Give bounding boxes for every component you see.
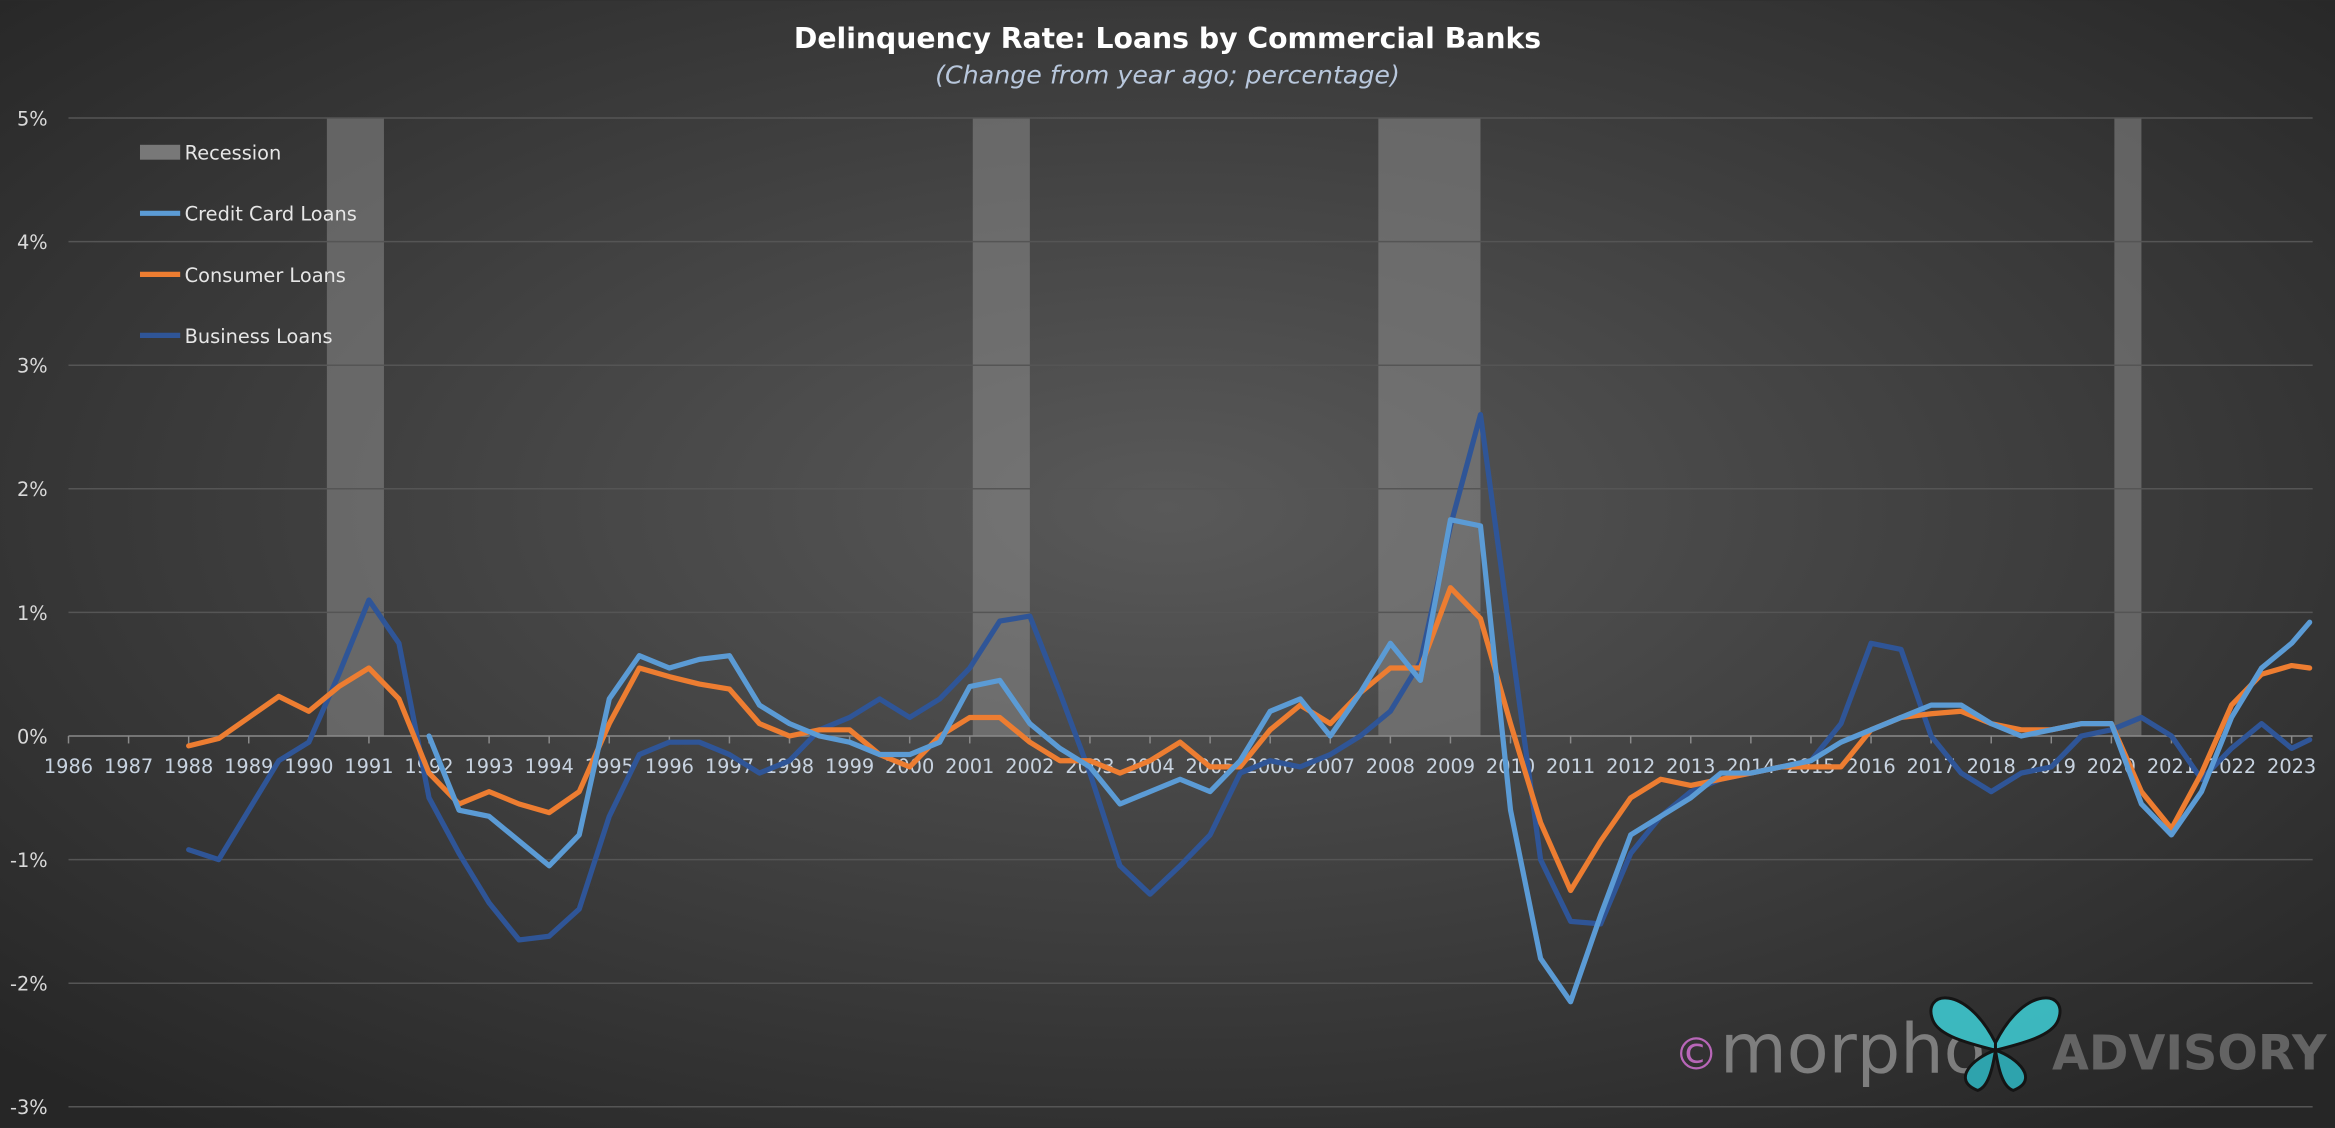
y-tick-label: 0% bbox=[17, 725, 48, 748]
legend-label: Credit Card Loans bbox=[185, 203, 357, 226]
butterfly bbox=[1929, 996, 2062, 1092]
series-line bbox=[186, 585, 2313, 894]
x-tick-label: 1996 bbox=[645, 755, 694, 778]
x-tick-label: 2009 bbox=[1426, 755, 1475, 778]
recession-band bbox=[972, 117, 1030, 736]
watermark-word: ADVISORY bbox=[2052, 1027, 2327, 1082]
x-tick-label: 2016 bbox=[1846, 755, 1895, 778]
x-tick-label: 1989 bbox=[224, 755, 273, 778]
x-tick-label: 2012 bbox=[1606, 755, 1655, 778]
y-tick-label: -1% bbox=[10, 849, 48, 872]
y-tick-label: 1% bbox=[17, 602, 48, 625]
chart-title: Delinquency Rate: Loans by Commercial Ba… bbox=[794, 22, 1541, 55]
x-tick-label: 1987 bbox=[104, 755, 153, 778]
x-tick-label: 2021 bbox=[2147, 755, 2196, 778]
watermark-symbol: © bbox=[1674, 1029, 1719, 1081]
y-tick-label: 2% bbox=[17, 478, 48, 501]
y-tick-label: 4% bbox=[17, 231, 48, 254]
x-tick-label: 2004 bbox=[1125, 755, 1174, 778]
x-tick-label: 2002 bbox=[1005, 755, 1054, 778]
x-tick-label: 2018 bbox=[1967, 755, 2016, 778]
chart-subtitle: (Change from year ago; percentage) bbox=[935, 61, 1400, 90]
x-tick-label: 1999 bbox=[825, 755, 874, 778]
x-tick-label: 1991 bbox=[344, 755, 393, 778]
series-line bbox=[186, 412, 2313, 943]
x-tick-label: 1988 bbox=[164, 755, 213, 778]
x-tick-label: 1994 bbox=[525, 755, 574, 778]
watermark: © morpho ADVISORY bbox=[1674, 996, 2327, 1092]
x-tick-label: 2017 bbox=[1907, 755, 1956, 778]
y-tick-label: 3% bbox=[17, 355, 48, 378]
legend-label: Business Loans bbox=[185, 325, 333, 348]
recession-band bbox=[2114, 117, 2142, 736]
x-tick-label: 2008 bbox=[1366, 755, 1415, 778]
series-line bbox=[426, 517, 2313, 1005]
legend-label: Consumer Loans bbox=[185, 264, 346, 287]
y-tick-label: -3% bbox=[10, 1096, 48, 1119]
y-tick-label: -2% bbox=[10, 973, 48, 996]
y-tick-label: 5% bbox=[17, 107, 48, 130]
x-tick-label: 2011 bbox=[1546, 755, 1595, 778]
x-tick-label: 2023 bbox=[2267, 755, 2316, 778]
x-tick-label: 2001 bbox=[945, 755, 994, 778]
x-tick-label: 1998 bbox=[765, 755, 814, 778]
x-tick-label: 1990 bbox=[284, 755, 333, 778]
legend: Recession Credit Card Loans Consumer Loans… bbox=[139, 142, 357, 348]
x-tick-label: 2007 bbox=[1306, 755, 1355, 778]
x-tick-label: 2013 bbox=[1666, 755, 1715, 778]
x-tick-label: 1986 bbox=[44, 755, 93, 778]
legend-swatch bbox=[139, 144, 181, 160]
x-tick-label: 1993 bbox=[464, 755, 513, 778]
legend-label: Recession bbox=[185, 142, 282, 165]
